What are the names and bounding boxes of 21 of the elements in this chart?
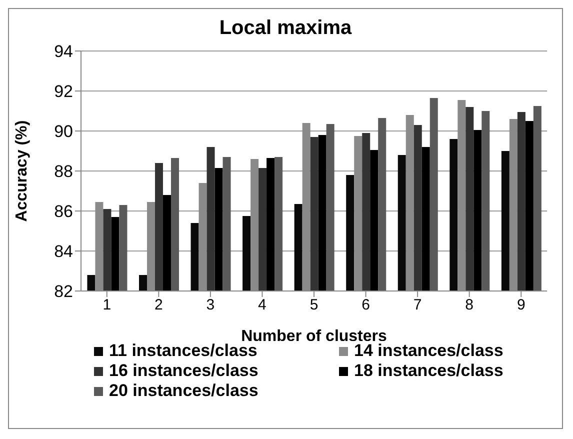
y-tick-label: 90 [54,122,73,142]
y-tick-label: 86 [54,202,73,222]
x-tick-label: 5 [310,296,318,314]
x-tick-label: 6 [362,296,370,314]
x-tick-label: 4 [258,296,266,314]
y-tick-label: 88 [54,162,73,182]
y-tick-label: 92 [54,82,73,102]
legend-label: 16 instances/class [109,361,258,381]
legend-label: 20 instances/class [109,381,258,401]
x-tick-label: 2 [154,296,163,314]
x-tick-label: 9 [516,296,526,314]
legend-label: 18 instances/class [354,361,504,381]
y-tick-label: 94 [54,42,73,62]
x-tick-label: 1 [102,296,112,314]
x-tick-label: 3 [206,296,215,314]
y-tick-label: 82 [54,282,73,302]
y-tick-label: 84 [54,242,73,262]
chart-title: Local maxima [218,17,353,41]
y-axis-title: Accuracy (%) [14,120,31,222]
x-tick-label: 7 [413,296,422,314]
x-tick-label: 8 [465,296,474,314]
